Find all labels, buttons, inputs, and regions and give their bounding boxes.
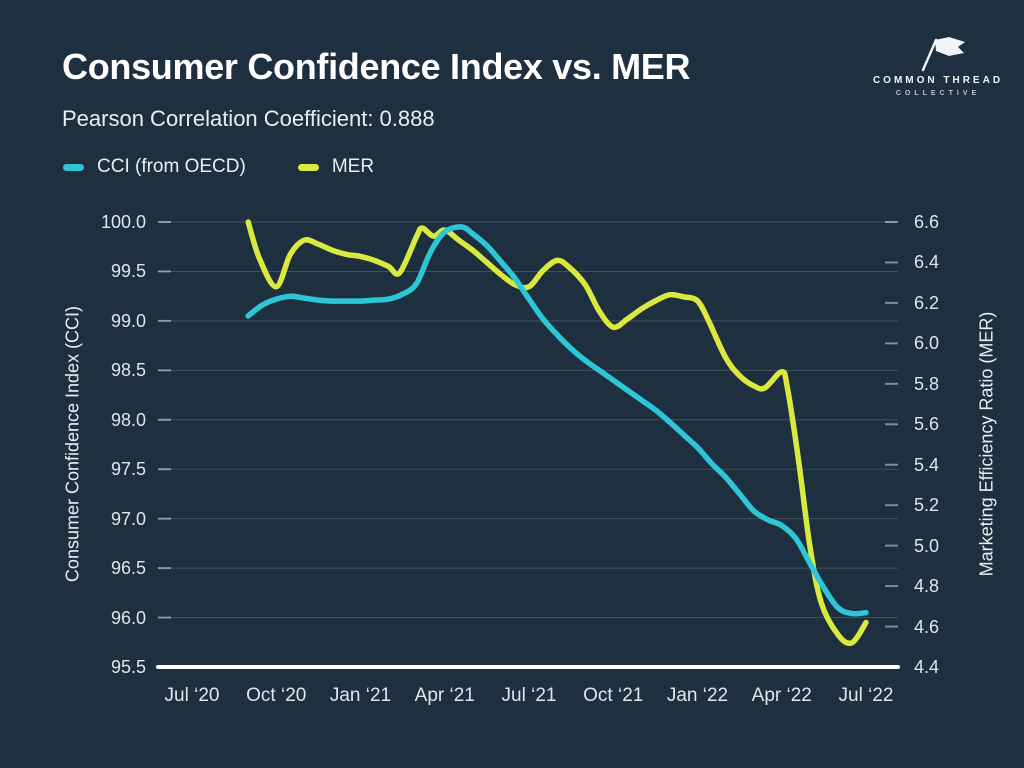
cci-line-swatch bbox=[63, 163, 84, 171]
brand-name: COMMON THREAD bbox=[872, 75, 1004, 86]
right-tick-label: 6.6 bbox=[914, 212, 940, 232]
right-tick-label: 5.6 bbox=[914, 414, 940, 435]
right-tick-label: 5.4 bbox=[914, 454, 940, 475]
left-tick-label: 97.0 bbox=[110, 508, 146, 529]
x-tick-label: Oct ‘21 bbox=[583, 685, 644, 706]
x-tick-label: Apr ‘21 bbox=[414, 685, 475, 706]
x-tick-label: Jan ‘22 bbox=[666, 685, 729, 706]
chart-subtitle: Pearson Correlation Coefficient: 0.888 bbox=[62, 106, 435, 131]
left-axis-title: Consumer Confidence Index (CCI) bbox=[62, 305, 83, 583]
legend-item-mer: MER bbox=[297, 156, 375, 178]
left-tick-label: 100.0 bbox=[100, 212, 146, 232]
right-axis-title: Marketing Efficiency Ratio (MER) bbox=[976, 311, 997, 577]
right-tick-label: 6.4 bbox=[914, 252, 940, 273]
right-tick-label: 6.0 bbox=[914, 333, 940, 354]
right-tick-label: 5.8 bbox=[914, 373, 940, 394]
right-tick-label: 5.0 bbox=[914, 535, 940, 556]
right-tick-label: 4.8 bbox=[914, 576, 940, 597]
legend-item-cci: CCI (from OECD) bbox=[63, 156, 246, 178]
left-tick-label: 98.5 bbox=[110, 360, 146, 381]
left-tick-label: 96.0 bbox=[110, 607, 146, 628]
brand-subname: COLLECTIVE bbox=[895, 90, 981, 97]
right-tick-label: 5.2 bbox=[914, 495, 940, 516]
x-tick-label: Oct ‘20 bbox=[246, 685, 307, 706]
flag-icon bbox=[921, 37, 965, 72]
right-tick-label: 4.6 bbox=[914, 616, 940, 637]
x-tick-label: Apr ‘22 bbox=[751, 685, 812, 706]
x-tick-label: Jul ‘21 bbox=[501, 685, 557, 706]
mer-line-swatch bbox=[297, 163, 319, 171]
chart-legend: CCI (from OECD) MER bbox=[63, 156, 374, 178]
brand-logo: COMMON THREAD COLLECTIVE bbox=[868, 36, 1008, 97]
x-tick-label: Jul ‘20 bbox=[164, 685, 220, 706]
left-tick-label: 95.5 bbox=[110, 657, 146, 677]
x-tick-label: Jul ‘22 bbox=[838, 685, 894, 706]
legend-label-mer: MER bbox=[331, 156, 375, 177]
left-tick-label: 99.0 bbox=[110, 310, 146, 331]
left-tick-label: 96.5 bbox=[110, 558, 146, 579]
legend-label-cci: CCI (from OECD) bbox=[97, 156, 246, 177]
left-tick-label: 97.5 bbox=[110, 459, 146, 480]
x-tick-label: Jan ‘21 bbox=[329, 685, 392, 706]
left-tick-label: 99.5 bbox=[110, 261, 146, 282]
right-tick-label: 4.4 bbox=[914, 657, 940, 677]
series-line-mer bbox=[245, 219, 869, 647]
right-tick-label: 6.2 bbox=[914, 292, 940, 313]
left-tick-label: 98.0 bbox=[110, 409, 146, 430]
page-title: Consumer Confidence Index vs. MER bbox=[62, 46, 691, 87]
series-line-cci bbox=[245, 224, 869, 617]
